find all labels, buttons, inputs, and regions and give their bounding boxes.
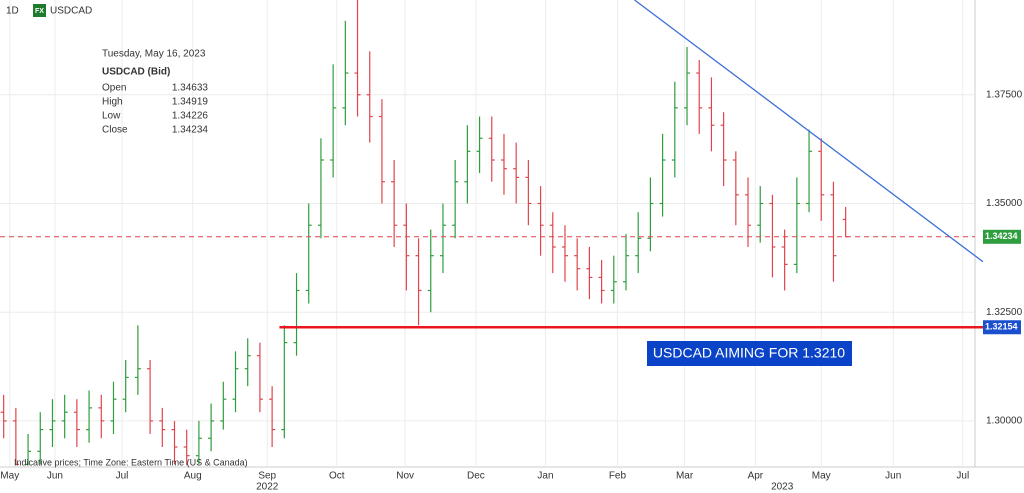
year-label: 2022 [256, 482, 279, 493]
x-tick-label: May [0, 471, 19, 482]
x-tick-label: Dec [467, 471, 485, 482]
y-tick-label: 1.30000 [986, 416, 1023, 427]
x-tick-label: Jul [956, 471, 969, 482]
info-value: 1.34234 [172, 125, 209, 136]
x-tick-label: Jan [537, 471, 553, 482]
last-price-box [983, 229, 1021, 244]
footnote: Indicative prices; Time Zone: Eastern Ti… [14, 457, 248, 467]
info-label: Close [102, 125, 128, 136]
fx-badge-text: FX [35, 8, 44, 15]
x-tick-label: May [812, 471, 831, 482]
info-label: Open [102, 83, 126, 94]
symbol[interactable]: USDCAD [50, 6, 92, 17]
info-date: Tuesday, May 16, 2023 [102, 49, 206, 60]
info-value: 1.34226 [172, 111, 209, 122]
x-tick-label: Jun [885, 471, 901, 482]
x-tick-label: Jun [47, 471, 63, 482]
y-tick-label: 1.35000 [986, 198, 1023, 209]
info-label: High [102, 97, 123, 108]
y-tick-label: 1.37500 [986, 89, 1023, 100]
x-tick-label: Nov [396, 471, 414, 482]
fx-badge [33, 4, 46, 17]
x-tick-label: Jul [116, 471, 129, 482]
x-tick-label: Mar [676, 471, 694, 482]
info-title: USDCAD (Bid) [102, 67, 170, 78]
info-value: 1.34919 [172, 97, 209, 108]
info-value: 1.34633 [172, 83, 209, 94]
y-tick-label: 1.32500 [986, 307, 1023, 318]
x-tick-label: Oct [329, 471, 345, 482]
x-tick-label: Apr [748, 471, 764, 482]
trendline [634, 0, 984, 263]
last-price-label: 1.34234 [985, 231, 1018, 241]
x-tick-label: Feb [609, 471, 627, 482]
timeframe[interactable]: 1D [6, 6, 19, 17]
support-label: 1.32154 [985, 322, 1018, 332]
x-tick-label: Sep [258, 471, 276, 482]
info-label: Low [102, 111, 121, 122]
annotation-box [647, 341, 852, 366]
support-box [983, 320, 1021, 335]
annotation: USDCAD AIMING FOR 1.3210 [653, 345, 845, 361]
x-tick-label: Aug [184, 471, 202, 482]
year-label: 2023 [771, 482, 794, 493]
